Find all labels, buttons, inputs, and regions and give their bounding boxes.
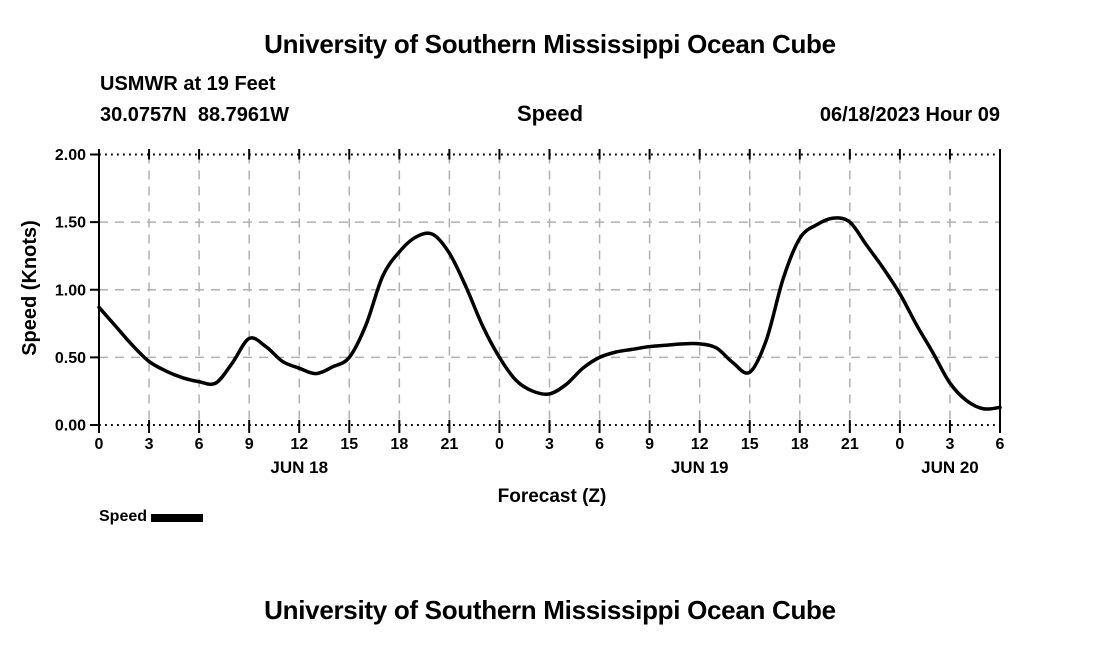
y-tick-labels: 0.00 0.50 1.00 1.50 2.00 — [55, 147, 86, 435]
station-label: USMWR at 19 Feet — [100, 73, 276, 95]
x-tick-label: 6 — [595, 436, 604, 453]
y-axis-title: Speed (Knots) — [19, 220, 41, 356]
legend-line-swatch — [151, 514, 204, 522]
y-tick-label: 2.00 — [55, 147, 86, 164]
date-label: JUN 18 — [270, 458, 328, 477]
y-tick-label: 0.50 — [55, 350, 86, 367]
date-label: JUN 19 — [671, 458, 729, 477]
y-tick-label: 1.00 — [55, 282, 86, 299]
plot-title: Speed — [516, 101, 584, 126]
forecast-run-time: 06/18/2023 Hour 09 — [819, 104, 1000, 126]
x-tick-label: 21 — [841, 436, 859, 453]
gridlines — [99, 154, 1000, 425]
x-tick-label: 0 — [895, 436, 904, 453]
x-tick-label: 6 — [195, 436, 204, 453]
speed-curve — [97, 216, 1002, 411]
next-page-title: University of Southern Mississippi Ocean… — [264, 595, 836, 625]
x-tick-label: 12 — [290, 436, 308, 453]
x-tick-label: 0 — [495, 436, 504, 453]
x-tick-label: 12 — [691, 436, 709, 453]
x-tick-label: 6 — [996, 436, 1005, 453]
date-labels: JUN 18 JUN 19 JUN 20 — [270, 458, 978, 477]
speed-series-path — [97, 216, 1002, 411]
x-tick-label: 15 — [741, 436, 759, 453]
x-axis-title: Forecast (Z) — [498, 486, 607, 507]
legend: Speed — [99, 508, 204, 526]
x-tick-label: 18 — [791, 436, 809, 453]
x-tick-label: 9 — [245, 436, 254, 453]
x-tick-label: 3 — [545, 436, 554, 453]
date-label: JUN 20 — [921, 458, 979, 477]
x-tick-label: 3 — [145, 436, 154, 453]
legend-label: Speed — [99, 508, 148, 525]
x-tick-label: 3 — [945, 436, 954, 453]
x-tick-label: 18 — [390, 436, 408, 453]
x-tick-label: 21 — [440, 436, 458, 453]
y-tick-label: 1.50 — [55, 215, 86, 232]
x-tick-label: 0 — [95, 436, 104, 453]
axis-ticks — [90, 149, 1001, 433]
x-tick-labels: 0 3 6 9 12 15 18 21 0 3 6 9 12 15 18 21 0 3 6 — [95, 436, 1005, 453]
x-tick-label: 9 — [645, 436, 654, 453]
coordinates-label: 30.0757N 88.7961W — [100, 104, 290, 126]
y-tick-label: 0.00 — [55, 418, 86, 435]
page-title: University of Southern Mississippi Ocean… — [264, 29, 836, 59]
x-tick-label: 15 — [340, 436, 358, 453]
